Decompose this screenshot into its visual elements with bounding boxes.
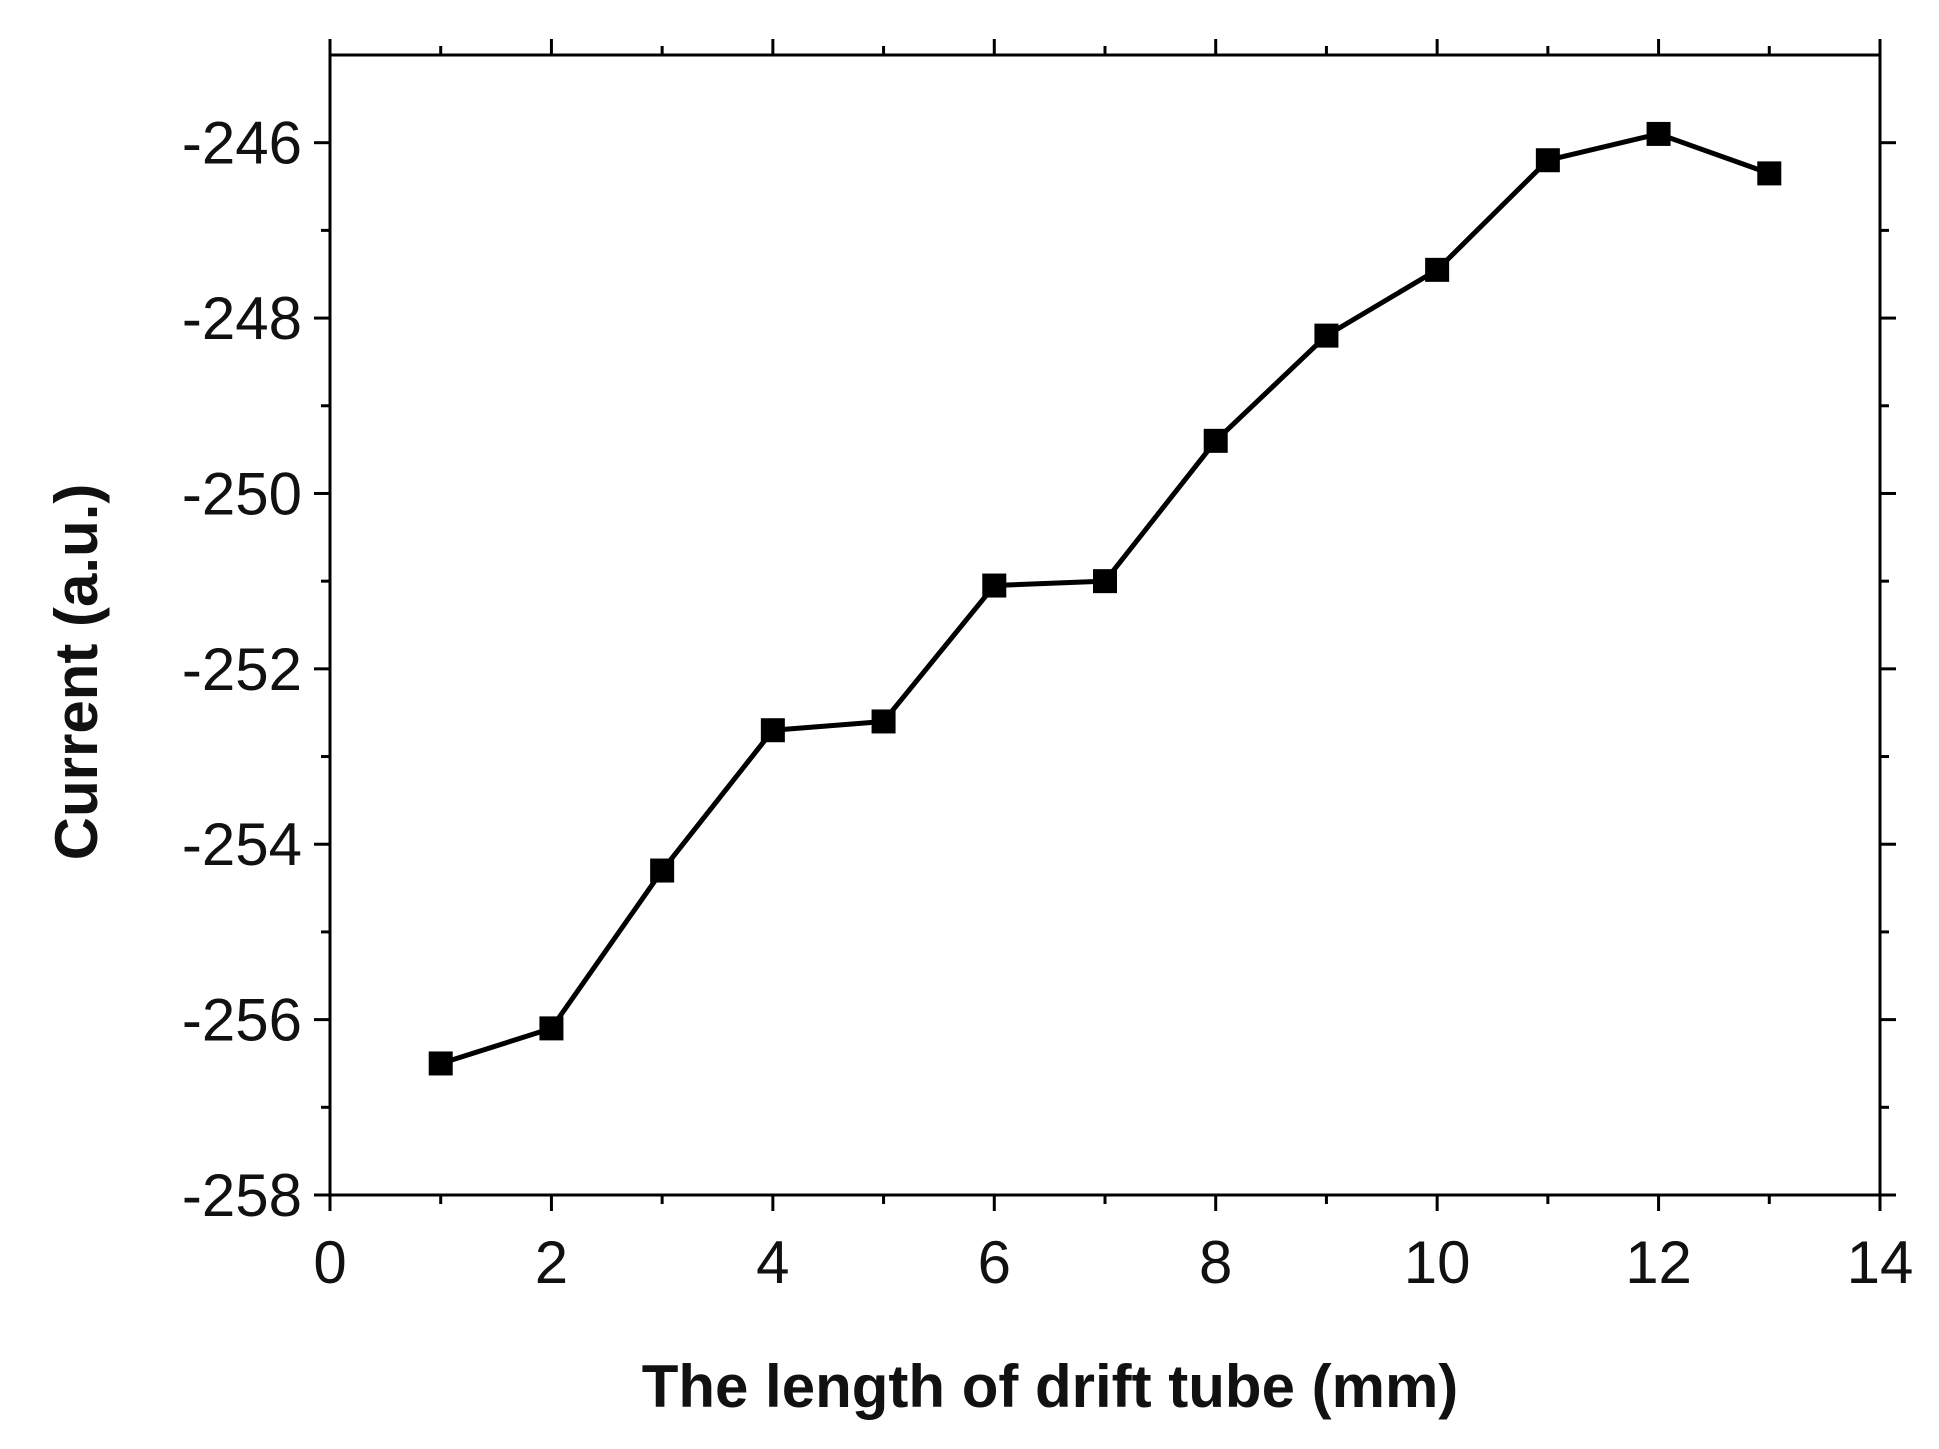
x-tick-label: 14 xyxy=(1847,1229,1914,1296)
y-axis-tick-labels: -258 -256 -254 -252 -250 -248 -246 xyxy=(182,110,302,1229)
data-point-marker xyxy=(1425,257,1450,282)
data-point-marker xyxy=(871,709,896,734)
data-point-marker xyxy=(982,573,1007,598)
data-point-marker xyxy=(539,1016,564,1041)
data-point-marker xyxy=(1757,161,1782,186)
data-point-marker xyxy=(760,718,785,743)
x-tick-label: 8 xyxy=(1199,1229,1232,1296)
data-series xyxy=(428,121,1782,1076)
data-point-marker xyxy=(1314,323,1339,348)
x-tick-label: 12 xyxy=(1625,1229,1692,1296)
series-line xyxy=(439,131,1771,1066)
data-point-marker xyxy=(1646,121,1671,146)
y-tick-label: -250 xyxy=(182,460,302,527)
x-axis-tick-labels: 0 2 4 6 8 10 12 14 xyxy=(313,1229,1913,1296)
data-point-marker xyxy=(1535,148,1560,173)
x-axis-title: The length of drift tube (mm) xyxy=(642,1353,1459,1420)
x-axis-ticks xyxy=(328,39,1882,1211)
data-point-marker xyxy=(650,858,675,883)
y-tick-label: -252 xyxy=(182,636,302,703)
x-tick-label: 4 xyxy=(756,1229,789,1296)
y-tick-label: -248 xyxy=(182,285,302,352)
y-tick-label: -256 xyxy=(182,987,302,1054)
y-axis-ticks xyxy=(314,141,1896,1197)
x-tick-label: 6 xyxy=(978,1229,1011,1296)
x-tick-label: 2 xyxy=(535,1229,568,1296)
y-tick-label: -258 xyxy=(182,1162,302,1229)
data-point-marker xyxy=(428,1051,453,1076)
x-tick-label: 0 xyxy=(313,1229,346,1296)
y-tick-label: -254 xyxy=(182,811,302,878)
data-point-marker xyxy=(1203,428,1228,453)
data-point-marker xyxy=(1093,569,1117,594)
y-tick-label: -246 xyxy=(182,110,302,177)
x-tick-label: 10 xyxy=(1404,1229,1471,1296)
y-axis-title: Current (a.u.) xyxy=(43,484,110,861)
